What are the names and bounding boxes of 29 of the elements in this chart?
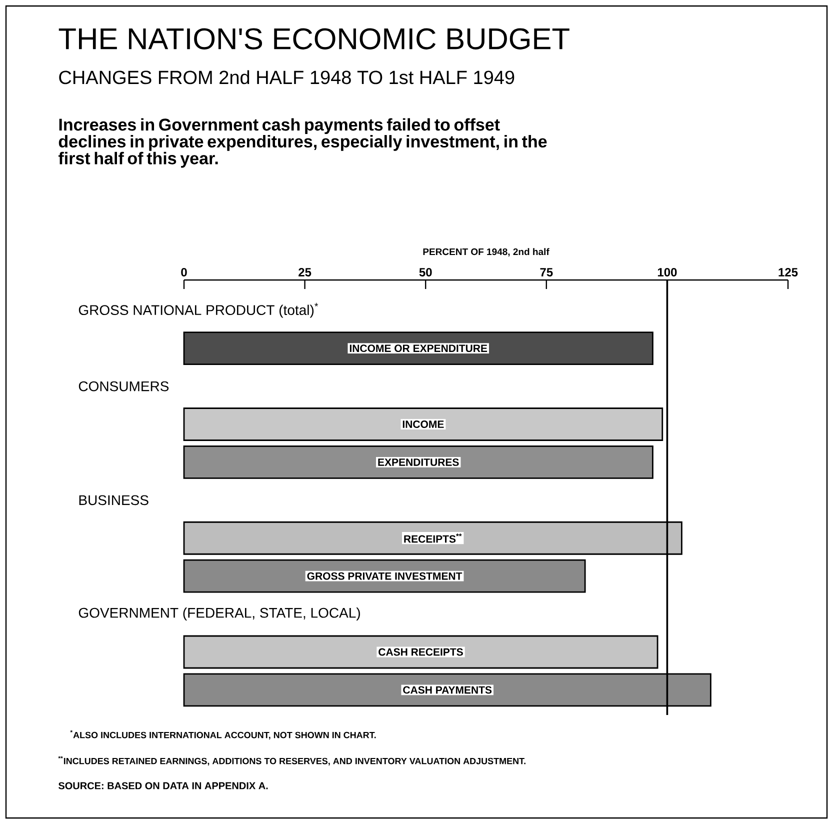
bar (183, 332, 654, 366)
x-tick-label: 100 (658, 268, 677, 276)
text: $^{*}$ALSO INCLUDES INTERNATIONAL ACCOUNT, NOT SHOWN IN CHART. (70, 730, 376, 740)
x-tick-label: 25 (298, 268, 312, 276)
y-tick-label: GROSS NATIONAL PRODUCT (total)$^{*}$ (78, 302, 318, 318)
text: $^{**}$INCLUDES RETAINED EARNINGS, ADDITIONS TO RESERVES, AND INVENTORY VALUATION ADJUSTMENT. (58, 756, 526, 766)
bar (183, 635, 658, 669)
y-tick-label: GOVERNMENT (FEDERAL, STATE, LOCAL) (78, 608, 360, 621)
text: Increases in Government cash payments failed to offset declines in private expenditures, especially investment, in the first half of this year. (58, 118, 547, 168)
y-tick-label: EXPENDITURES (378, 458, 459, 466)
chart-title: THE NATION'S ECONOMIC BUDGET (58, 28, 570, 50)
y-tick-label: GROSS PRIVATE INVESTMENT (307, 572, 462, 580)
chart-subtitle: CHANGES FROM 2nd HALF 1948 TO 1st HALF 1949 (59, 70, 514, 84)
bar (183, 446, 654, 479)
bar (183, 559, 586, 593)
x-tick-label: 75 (540, 268, 553, 276)
y-tick-label: RECEIPTS$^{**}$ (404, 534, 462, 543)
bar (183, 408, 664, 441)
x-tick-label: 0 (181, 268, 187, 276)
y-tick-label: CONSUMERS (78, 381, 169, 392)
y-tick-label: BUSINESS (79, 495, 148, 506)
y-tick-label: INCOME OR EXPENDITURE (350, 344, 488, 352)
x-axis-title: PERCENT OF 1948, 2nd half (423, 248, 550, 256)
y-tick-label: CASH RECEIPTS (378, 648, 463, 656)
y-tick-label: INCOME (402, 420, 444, 428)
source-note: SOURCE: BASED ON DATA IN APPENDIX A. (58, 782, 268, 790)
x-tick-label: 50 (419, 268, 432, 276)
x-tick-label: 125 (778, 268, 798, 276)
y-tick-label: CASH PAYMENTS (403, 686, 492, 694)
